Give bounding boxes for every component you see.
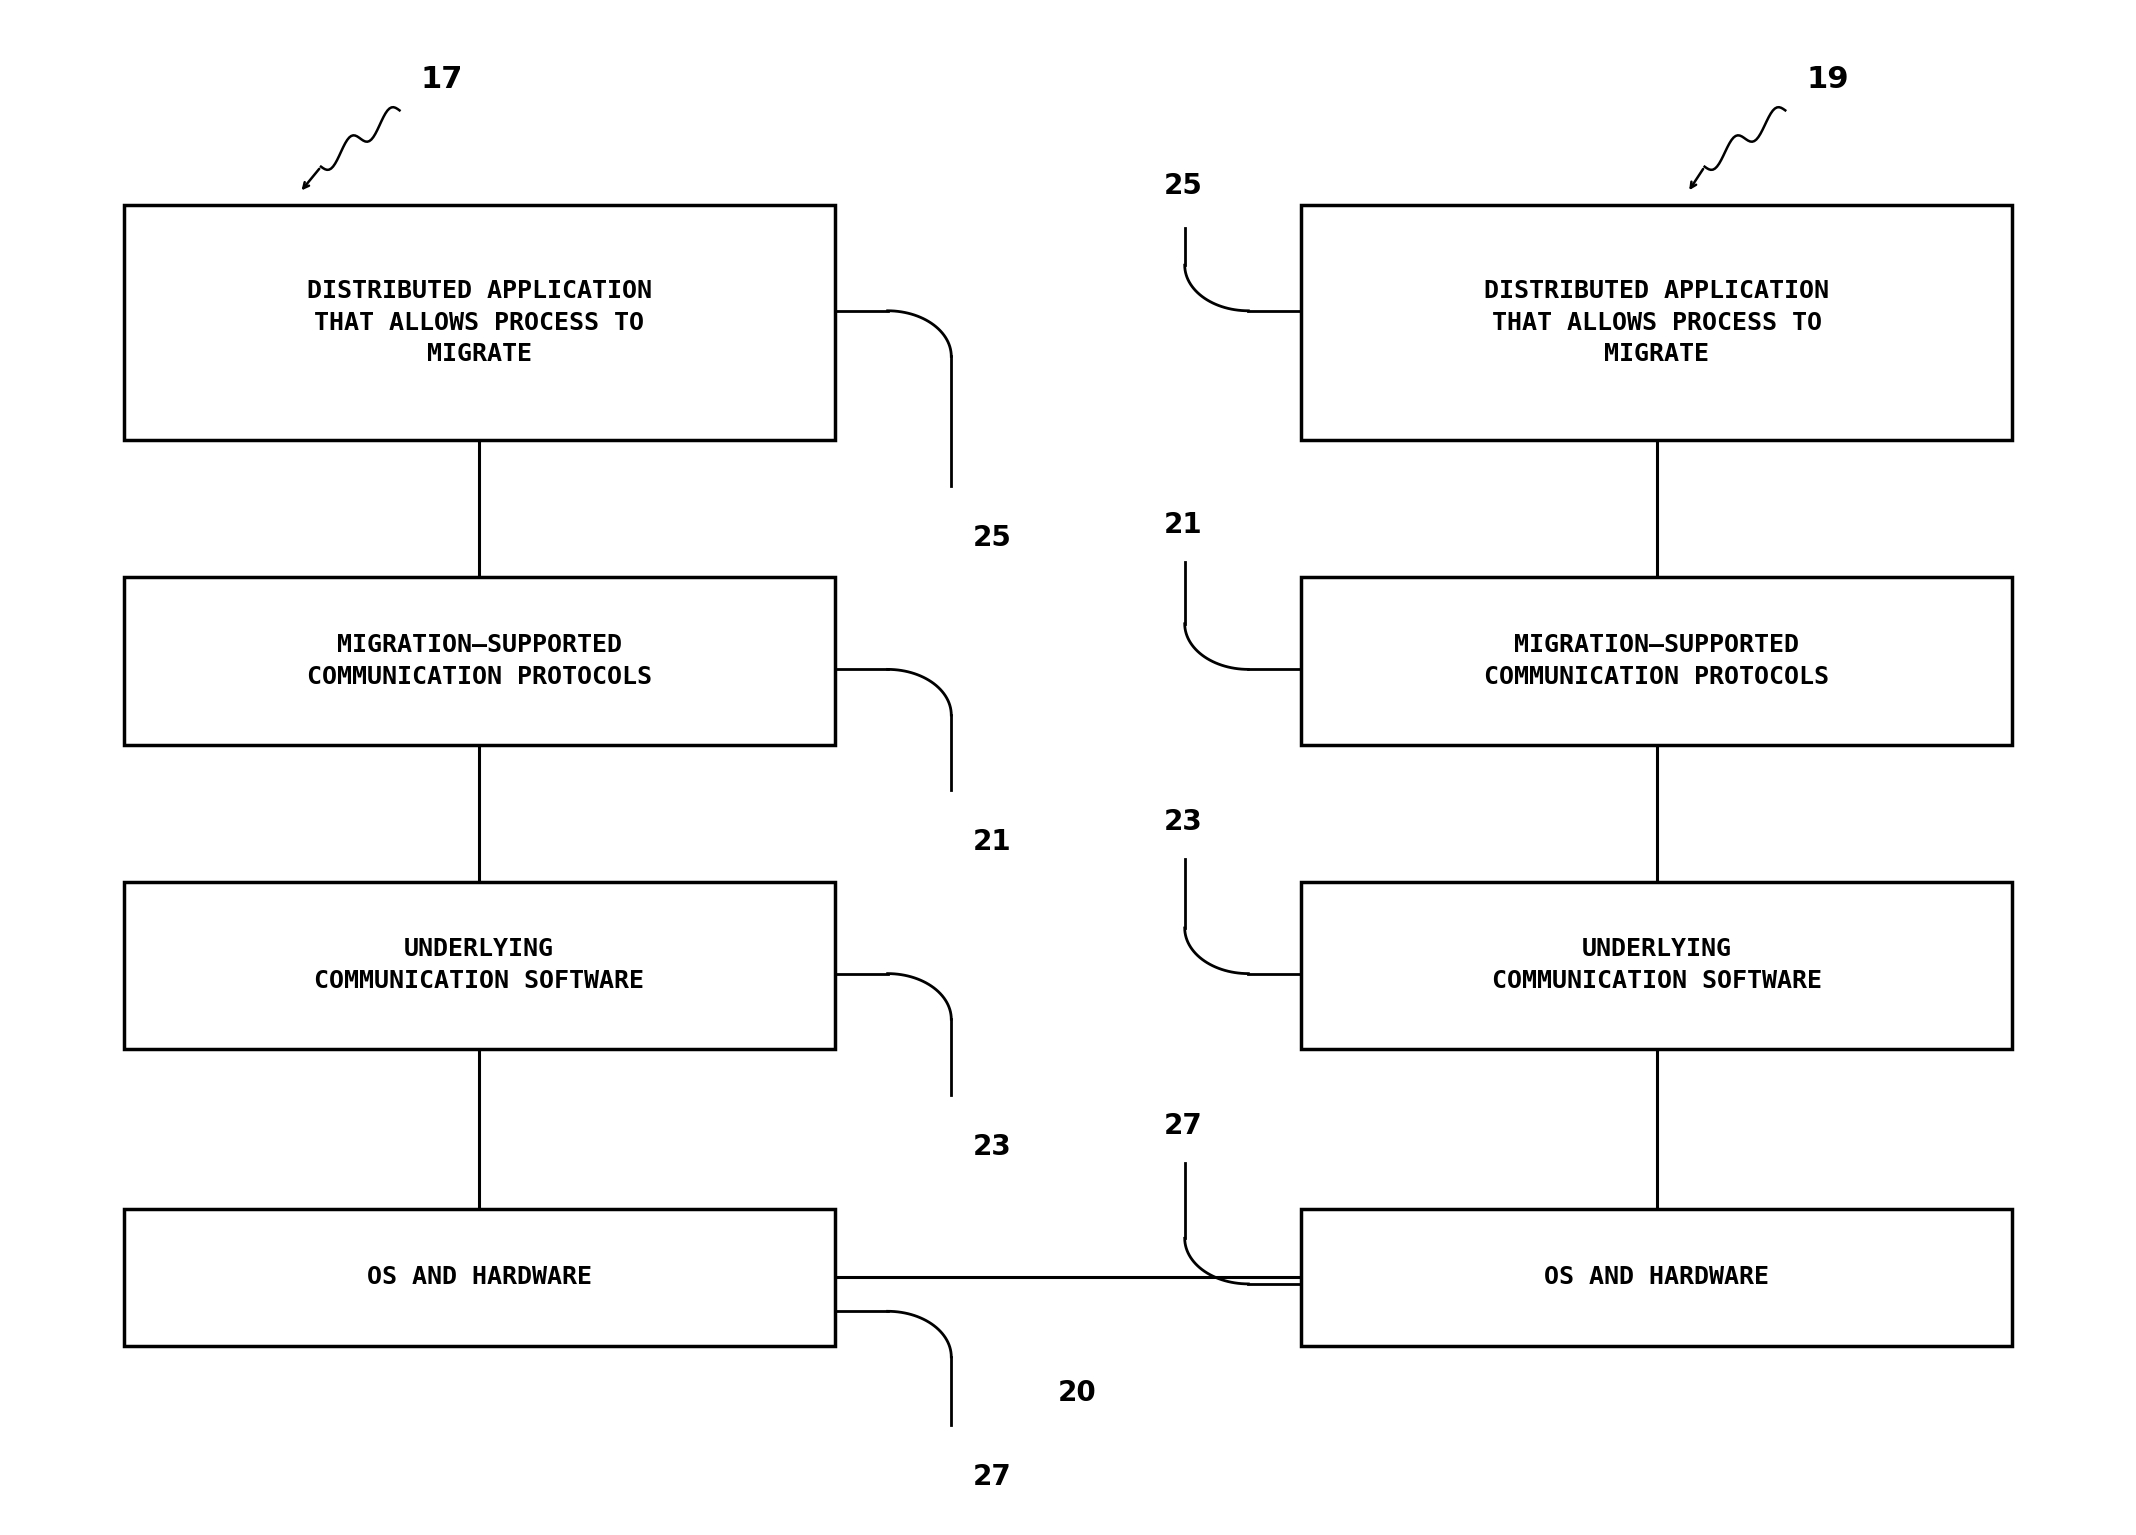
FancyBboxPatch shape (1301, 1208, 2012, 1346)
Text: MIGRATION–SUPPORTED
COMMUNICATION PROTOCOLS: MIGRATION–SUPPORTED COMMUNICATION PROTOC… (308, 634, 651, 689)
FancyBboxPatch shape (1301, 577, 2012, 744)
Text: DISTRIBUTED APPLICATION
THAT ALLOWS PROCESS TO
MIGRATE: DISTRIBUTED APPLICATION THAT ALLOWS PROC… (308, 279, 651, 367)
Text: OS AND HARDWARE: OS AND HARDWARE (1544, 1265, 1769, 1289)
Text: 21: 21 (972, 829, 1010, 857)
FancyBboxPatch shape (1301, 204, 2012, 441)
Text: UNDERLYING
COMMUNICATION SOFTWARE: UNDERLYING COMMUNICATION SOFTWARE (1491, 938, 1822, 993)
Text: 27: 27 (1164, 1113, 1203, 1141)
FancyBboxPatch shape (124, 204, 835, 441)
Text: UNDERLYING
COMMUNICATION SOFTWARE: UNDERLYING COMMUNICATION SOFTWARE (314, 938, 645, 993)
Text: 25: 25 (972, 523, 1010, 553)
Text: OS AND HARDWARE: OS AND HARDWARE (367, 1265, 592, 1289)
FancyBboxPatch shape (124, 1208, 835, 1346)
Text: MIGRATION–SUPPORTED
COMMUNICATION PROTOCOLS: MIGRATION–SUPPORTED COMMUNICATION PROTOC… (1485, 634, 1828, 689)
Text: 19: 19 (1807, 66, 1850, 95)
FancyBboxPatch shape (124, 577, 835, 744)
Text: 21: 21 (1164, 511, 1203, 539)
Text: 20: 20 (1057, 1378, 1096, 1408)
Text: DISTRIBUTED APPLICATION
THAT ALLOWS PROCESS TO
MIGRATE: DISTRIBUTED APPLICATION THAT ALLOWS PROC… (1485, 279, 1828, 367)
Text: 27: 27 (972, 1463, 1010, 1490)
Text: 25: 25 (1164, 172, 1203, 200)
FancyBboxPatch shape (1301, 881, 2012, 1048)
Text: 23: 23 (1164, 807, 1203, 837)
Text: 17: 17 (421, 66, 464, 95)
FancyBboxPatch shape (124, 881, 835, 1048)
Text: 23: 23 (972, 1133, 1010, 1160)
